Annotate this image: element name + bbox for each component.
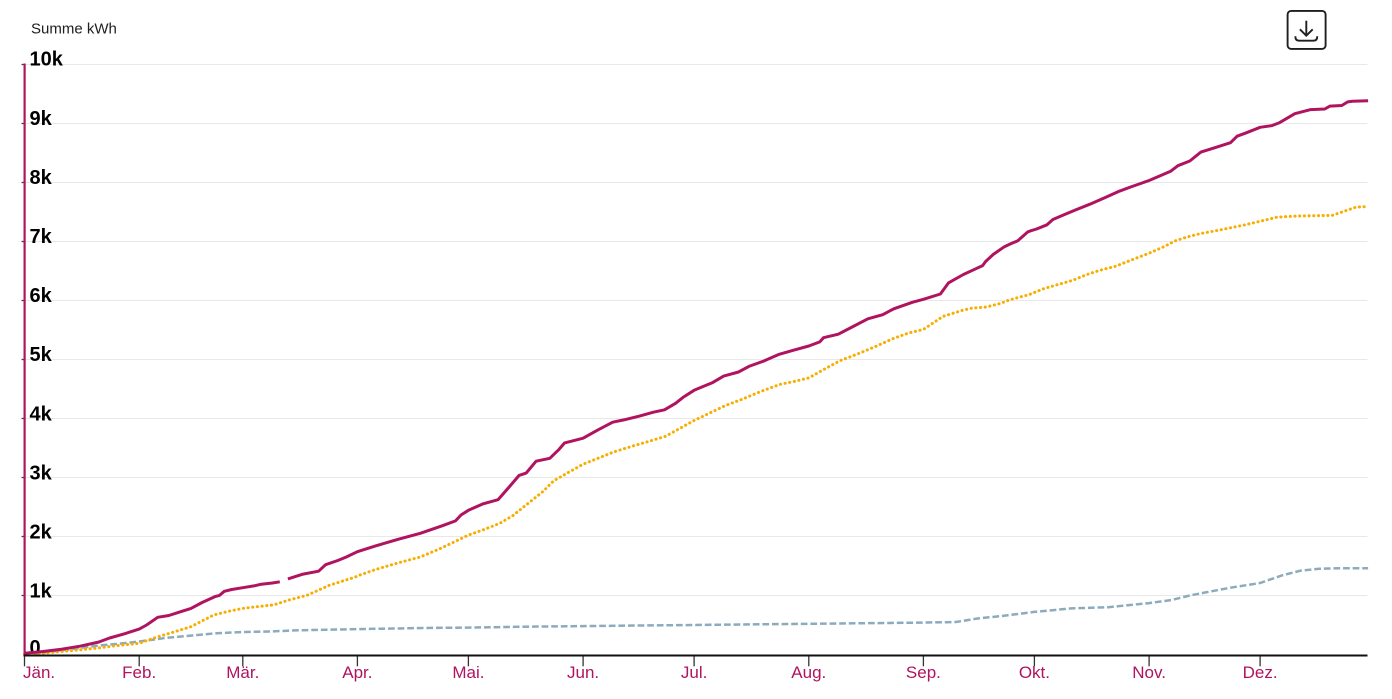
svg-text:Mai.: Mai.: [452, 663, 484, 682]
svg-text:0: 0: [30, 637, 41, 659]
svg-text:Sep.: Sep.: [906, 663, 941, 682]
svg-text:Mär.: Mär.: [226, 663, 259, 682]
svg-text:5k: 5k: [30, 344, 53, 366]
svg-text:Dez.: Dez.: [1243, 663, 1278, 682]
svg-text:Jul.: Jul.: [681, 663, 707, 682]
svg-text:6k: 6k: [30, 285, 53, 307]
svg-text:Nov.: Nov.: [1132, 663, 1166, 682]
svg-text:Summe kWh: Summe kWh: [31, 21, 117, 38]
svg-text:Aug.: Aug.: [791, 663, 826, 682]
svg-text:2k: 2k: [30, 522, 53, 544]
svg-text:Apr.: Apr.: [342, 663, 372, 682]
svg-text:10k: 10k: [30, 49, 64, 71]
svg-text:Jän.: Jän.: [23, 663, 55, 682]
svg-text:9k: 9k: [30, 108, 53, 130]
svg-text:7k: 7k: [30, 226, 53, 248]
svg-text:Jun.: Jun.: [567, 663, 599, 682]
svg-text:4k: 4k: [30, 403, 53, 425]
svg-text:1k: 1k: [30, 581, 53, 603]
svg-text:3k: 3k: [30, 462, 53, 484]
svg-text:Okt.: Okt.: [1019, 663, 1050, 682]
svg-text:Feb.: Feb.: [122, 663, 156, 682]
svg-text:8k: 8k: [30, 167, 53, 189]
